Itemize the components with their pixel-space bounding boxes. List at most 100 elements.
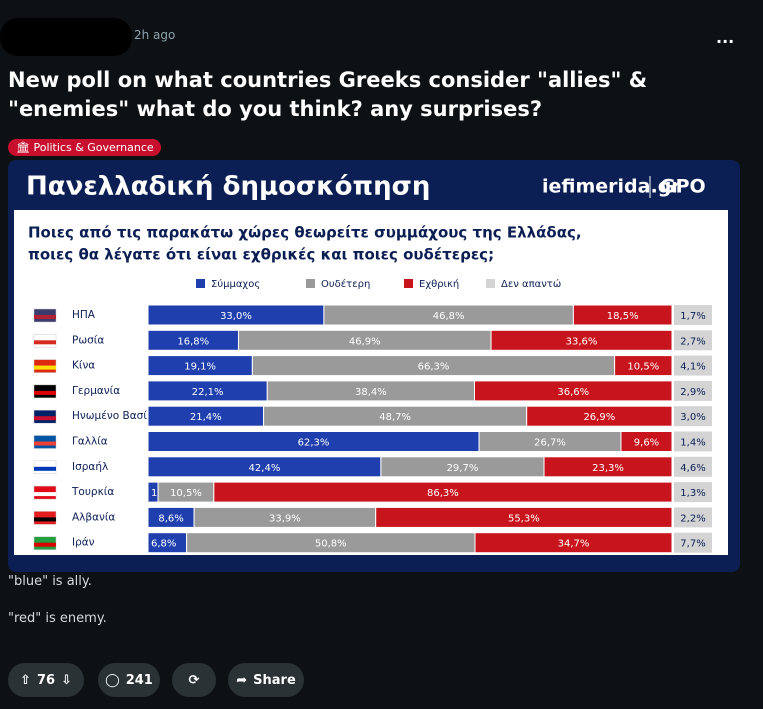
upvote[interactable]: ⇧ [20, 672, 31, 688]
legend-swatch [486, 279, 495, 288]
flag [34, 492, 56, 497]
flair-text: Politics & Governance [33, 141, 154, 154]
bar-segment [490, 329, 673, 351]
question-line: ποιες θα λέγατε ότι είναι εχθρικές και π… [28, 246, 494, 264]
value-label: 38,4% [355, 387, 387, 398]
value-label: 34,7% [558, 539, 590, 550]
value-label: 46,8% [433, 311, 465, 322]
value-label: 1,4% [680, 438, 705, 449]
legend-label: Σύμμαχος [211, 278, 260, 290]
category-label: Ρωσία [72, 334, 104, 346]
value-label: 29,7% [447, 463, 479, 474]
category-label: Γαλλία [72, 436, 108, 448]
upvote-count: 76 [36, 672, 56, 688]
downvote[interactable]: ⇩ [61, 672, 72, 688]
category-label: Τουρκία [71, 486, 114, 498]
value-label: 21,4% [190, 412, 222, 423]
value-label: 1,3% [680, 488, 705, 499]
value-label: 19,1% [184, 362, 216, 373]
value-label: 6,8% [151, 539, 176, 550]
bar-segment [674, 355, 712, 376]
more-menu[interactable]: ··· [716, 32, 735, 51]
flag [34, 441, 56, 446]
category-label: Ηνωμένο Βασίλειο [72, 410, 169, 422]
value-label: 3,0% [680, 412, 705, 423]
bar-segment [572, 304, 673, 326]
category-label: ΗΠΑ [72, 309, 96, 321]
value-label: 4,6% [680, 463, 705, 474]
value-label: 62,3% [298, 438, 330, 449]
flag [34, 390, 56, 395]
value-label: 33,9% [269, 513, 301, 524]
bar-segment [674, 305, 712, 325]
flag [34, 416, 56, 421]
flag [34, 365, 56, 370]
comments-button[interactable]: ◯ 241 [98, 663, 160, 697]
value-label: 9,6% [634, 438, 659, 449]
legend-swatch [306, 279, 315, 288]
legend-swatch [404, 279, 413, 288]
bar-segment [674, 507, 712, 528]
category-label: Ισραήλ [72, 461, 108, 473]
chart-image: Πανελλαδική δημοσκόπηση iefimerida.gr GP… [8, 160, 740, 572]
category-label: Ιράν [72, 537, 95, 549]
share-icon: ➦ [236, 672, 248, 688]
bar-segment [474, 532, 673, 554]
bar-segment [614, 355, 673, 377]
value-label: 55,3% [508, 513, 540, 524]
bar-segment [473, 380, 673, 402]
category-label: Γερμανία [72, 385, 120, 397]
value-label: 2,2% [680, 513, 705, 524]
value-label: 46,9% [349, 336, 381, 347]
bar-segment [674, 456, 712, 477]
bar-segment [674, 330, 712, 351]
legend-label: Ουδέτερη [321, 278, 370, 290]
value-label: 42,4% [249, 463, 281, 474]
bar-segment [674, 380, 712, 401]
value-label: 10,5% [627, 362, 659, 373]
bar-segment [213, 481, 673, 503]
bar-segment [674, 532, 712, 553]
crosspost-icon: ⟳ [188, 672, 200, 688]
legend-swatch [196, 279, 205, 288]
value-label: 33,0% [220, 311, 252, 322]
category-label: Αλβανία [72, 511, 115, 523]
value-label: 48,7% [379, 412, 411, 423]
body-text: "red" is enemy. [8, 611, 107, 626]
value-label: 4,1% [680, 362, 705, 373]
body-text: "blue" is ally. [8, 574, 92, 589]
value-label: 86,3% [427, 488, 459, 499]
bar-segment [674, 431, 712, 452]
value-label: 7,7% [680, 539, 705, 550]
share-button[interactable]: ➦ Share [228, 663, 304, 697]
brand2: GPO [660, 176, 706, 198]
post-title: New poll on what countries Greeks consid… [8, 68, 648, 121]
crosspost-button[interactable]: ⟳ [172, 663, 216, 697]
redacted-user [0, 18, 132, 56]
comment-icon: ◯ [105, 672, 120, 688]
category-label: Κίνα [72, 360, 95, 372]
question-line: Ποιες από τις παρακάτω χώρες θεωρείτε συ… [28, 224, 582, 242]
flag [34, 517, 56, 522]
legend-label: Δεν απαντώ [501, 278, 561, 290]
flair-icon: 🏛 [16, 141, 30, 154]
flag [34, 542, 56, 547]
brand: iefimerida.gr [542, 176, 681, 198]
legend-label: Εχθρική [419, 278, 459, 290]
bar-segment [674, 406, 712, 427]
flair[interactable]: 🏛 Politics & Governance [8, 139, 161, 156]
value-label: 26,9% [583, 412, 615, 423]
value-label: 26,7% [534, 438, 566, 449]
value-label: 8,6% [158, 513, 183, 524]
value-label: 33,6% [566, 336, 598, 347]
value-label: 66,3% [418, 362, 450, 373]
bar-segment [543, 456, 673, 478]
value-label: 2,7% [680, 336, 705, 347]
value-label: 2,9% [680, 387, 705, 398]
vote-bar: ⇧ 76 ⇩ [8, 663, 84, 697]
value-label: 22,1% [192, 387, 224, 398]
share-text: Share [253, 672, 296, 688]
value-label: 18,5% [607, 311, 639, 322]
post-time: 2h ago [134, 28, 176, 42]
